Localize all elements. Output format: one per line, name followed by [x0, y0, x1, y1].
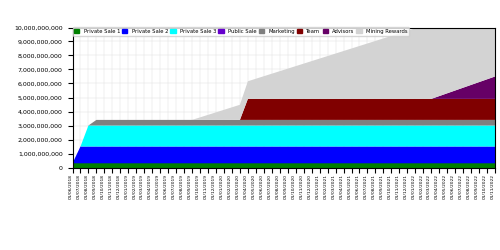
Legend: Private Sale 1, Private Sale 2, Private Sale 3, Public Sale, Marketing, Team, Ad: Private Sale 1, Private Sale 2, Private …	[72, 28, 409, 36]
